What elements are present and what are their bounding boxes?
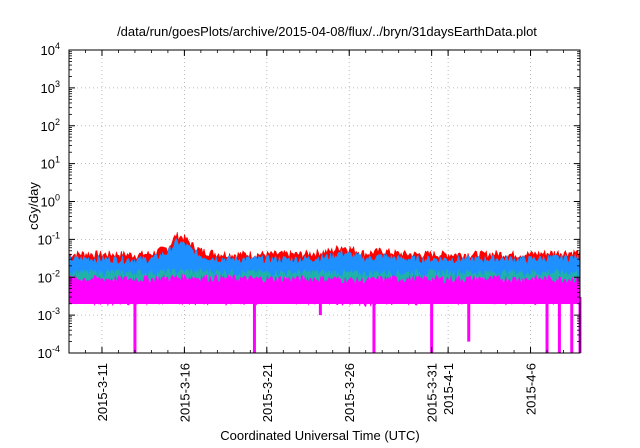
dip-mark xyxy=(430,297,434,353)
y-tick-label: 102 xyxy=(41,117,60,134)
dip-mark xyxy=(252,297,256,353)
x-tick-label: 2015-4-1 xyxy=(441,363,456,415)
y-tick-label: 10-1 xyxy=(38,230,60,247)
grid xyxy=(69,50,580,353)
dip-mark xyxy=(557,297,561,353)
y-tick-label: 10-2 xyxy=(38,268,60,285)
series-area xyxy=(68,295,581,308)
chart-title: /data/run/goesPlots/archive/2015-04-08/f… xyxy=(117,24,537,39)
dip-mark xyxy=(467,297,471,342)
dip-mark xyxy=(318,297,322,316)
x-tick-label: 2015-4-6 xyxy=(524,363,539,415)
plot-area xyxy=(68,231,582,353)
x-axis-label: Coordinated Universal Time (UTC) xyxy=(220,428,419,443)
series-area xyxy=(68,273,581,305)
x-tick-label: 2015-3-31 xyxy=(425,363,440,422)
y-tick-label: 100 xyxy=(41,193,60,210)
x-tick-label: 2015-3-16 xyxy=(177,363,192,422)
x-tick-label: 2015-3-21 xyxy=(260,363,275,422)
dip-mark xyxy=(133,297,137,353)
y-tick-label: 10-3 xyxy=(38,306,60,323)
y-axis-label: cGy/day xyxy=(26,182,41,230)
y-tick-label: 104 xyxy=(41,41,60,58)
x-axis: 2015-3-11 2015-3-16 2015-3-21 2015-3-26 2015… xyxy=(68,50,581,422)
y-tick-label: 101 xyxy=(41,155,60,172)
x-tick-label: 2015-3-26 xyxy=(342,363,357,422)
y-tick-label: 10-4 xyxy=(38,344,60,361)
dip-mark xyxy=(570,297,574,353)
y-tick-label: 103 xyxy=(41,79,60,96)
x-tick-label: 2015-3-11 xyxy=(95,363,110,421)
y-axis: 10-4 10-3 10-2 10-1 100 101 102 103 104 xyxy=(38,41,580,361)
dip-mark xyxy=(545,297,549,353)
dip-mark xyxy=(372,297,376,353)
